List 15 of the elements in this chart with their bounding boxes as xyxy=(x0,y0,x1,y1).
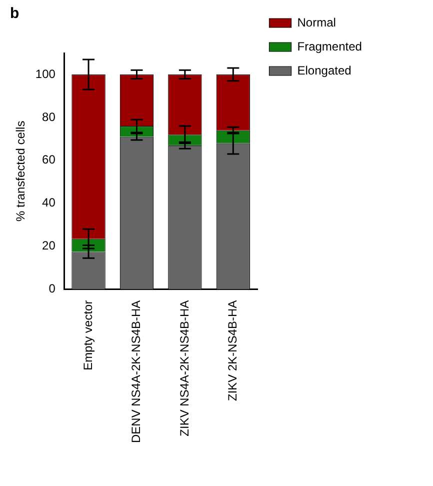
y-tick-label: 80 xyxy=(42,110,56,124)
legend-label: Elongated xyxy=(297,63,352,78)
legend-label: Fragmented xyxy=(297,39,362,54)
y-tick-label: 100 xyxy=(35,66,56,81)
x-tick-label: ZIKV NS4A-2K-NS4B-HA xyxy=(177,300,192,436)
legend-label: Normal xyxy=(297,15,336,30)
y-tick-label: 60 xyxy=(42,152,56,167)
y-tick-label: 40 xyxy=(42,196,56,210)
y-axis-title: % transfected cells xyxy=(14,120,28,222)
x-tick-label: ZIKV 2K-NS4B-HA xyxy=(225,300,240,401)
chart-title: b xyxy=(10,5,20,22)
y-tick-label: 20 xyxy=(42,238,56,253)
y-tick-label: 0 xyxy=(48,282,56,296)
x-tick-label: Empty vector xyxy=(80,300,95,370)
x-tick-label: DENV NS4A-2K-NS4B-HA xyxy=(129,300,144,444)
